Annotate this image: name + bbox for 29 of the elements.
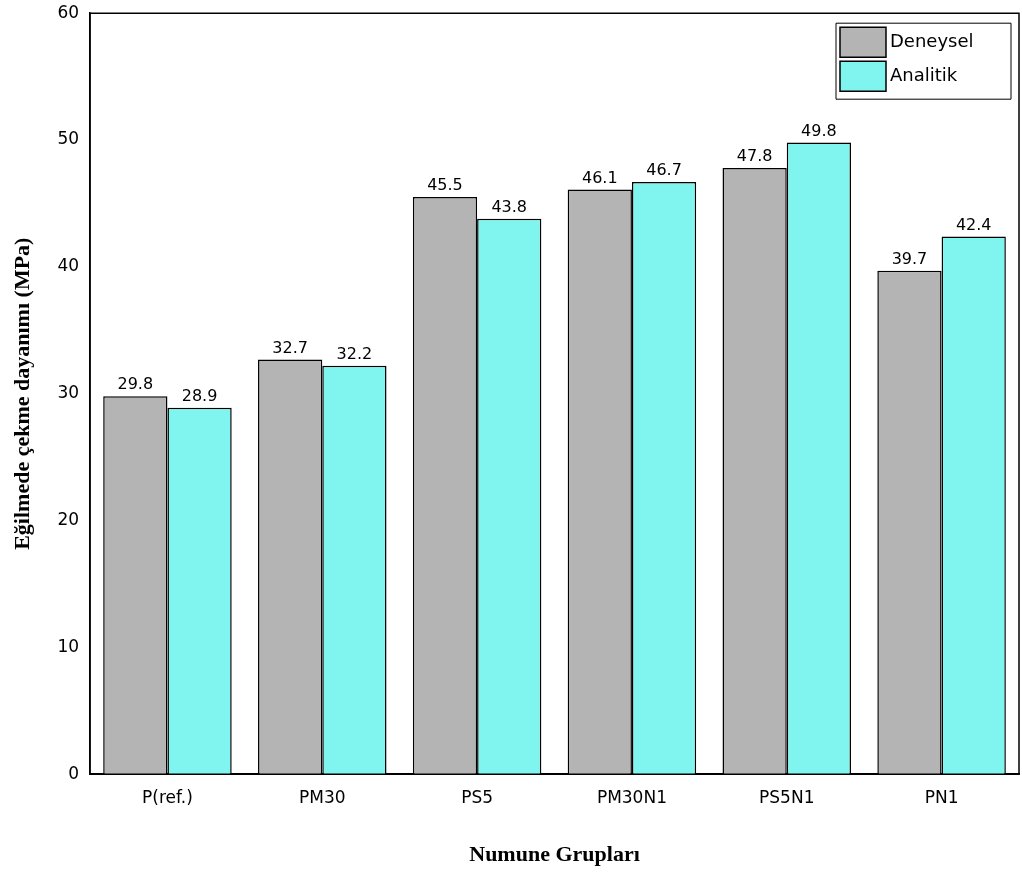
legend-label: Analitik [890,63,958,85]
data-label: 39.7 [891,248,928,268]
data-label: 45.5 [427,175,463,195]
y-tick-label: 50 [57,128,80,149]
y-tick-label: 20 [57,508,80,529]
x-tick-label: PM30 [298,786,346,807]
data-label: 32.2 [336,343,373,363]
legend-label: Deneysel [890,29,974,51]
data-label: 42.4 [955,214,992,234]
x-tick-label: PS5N1 [759,786,815,807]
data-label: 46.1 [581,167,618,187]
data-label: 32.7 [272,337,308,357]
y-tick-label: 10 [57,635,80,656]
data-label: 29.8 [117,374,154,394]
data-label: 28.9 [181,385,218,405]
y-tick-label: 0 [68,762,80,783]
data-label: 49.8 [801,120,837,140]
y-tick-label: 30 [57,382,80,403]
x-tick-label: PM30N1 [596,786,667,807]
x-axis-title: Numune Grupları [469,841,640,867]
x-tick-label: PS5 [461,786,494,807]
x-tick-label: P(ref.) [142,786,193,807]
x-tick-label: PN1 [924,786,959,807]
data-label: 46.7 [646,160,682,180]
data-label: 47.8 [736,146,773,166]
y-axis-title: Eğilmede çekme dayanımı (MPa) [8,237,34,550]
data-label: 43.8 [491,196,528,216]
y-tick-label: 40 [57,255,80,276]
y-tick-label: 60 [57,1,80,22]
